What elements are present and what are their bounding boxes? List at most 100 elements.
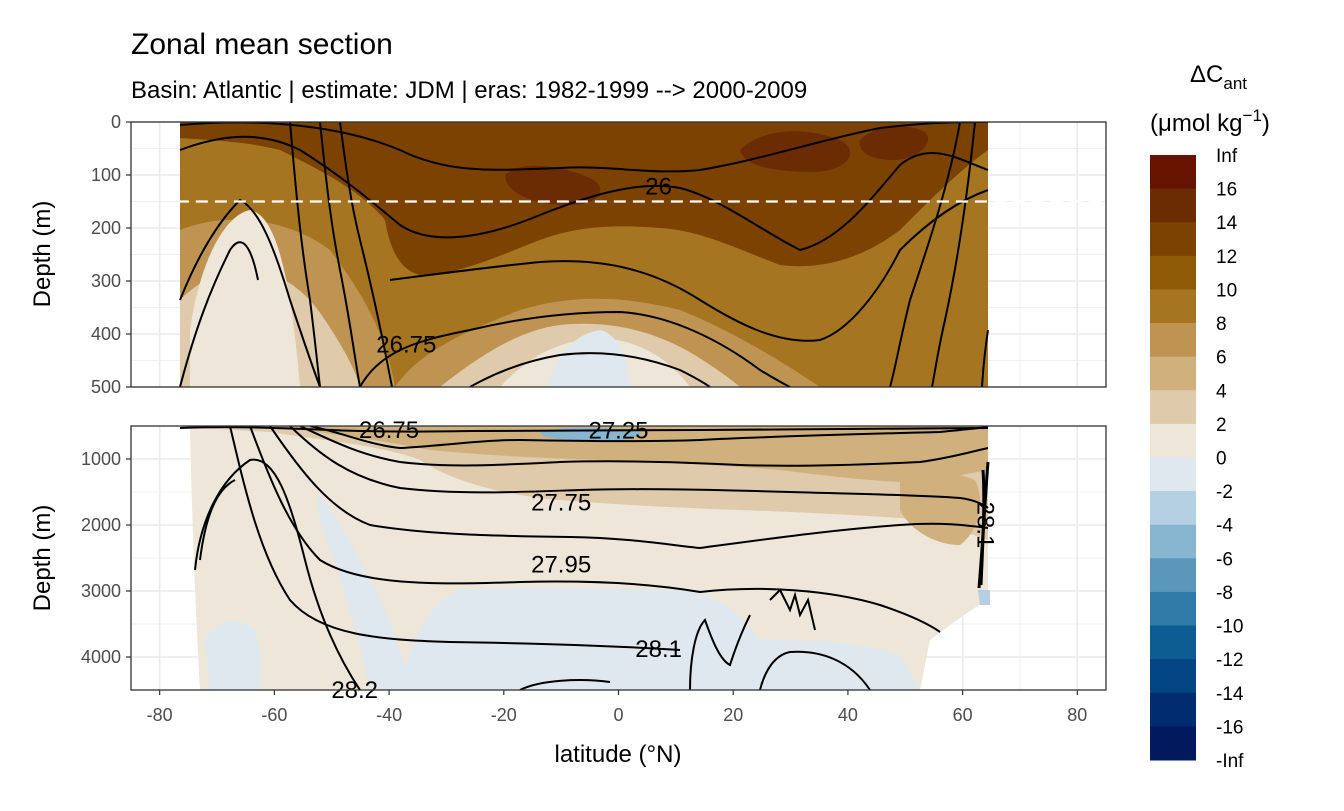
legend-label: -16 [1216,717,1243,738]
upper-panel-fill [180,122,988,387]
legend-label: -14 [1216,684,1244,705]
lower-panel-contours [179,426,990,690]
legend-label: -12 [1216,650,1243,671]
upper-contour-5 [389,189,989,342]
lower-contour-10 [769,588,816,631]
upper-contour-13 [981,329,989,387]
contour-label: 27.95 [531,552,591,579]
legend-swatch [1150,591,1196,627]
lower-fill-tan-right [900,472,980,545]
upper-contour-2 [179,135,989,252]
contour-label: 27.75 [531,490,591,517]
legend-swatch [1150,356,1196,391]
lower-fill-light-blue-3 [205,621,262,690]
contour-label: 28.1 [635,636,682,663]
legend-swatch [1150,423,1196,458]
x-tick-label: -40 [376,705,402,725]
upper-contour-10 [289,122,321,387]
x-tick-label: 40 [838,705,858,725]
lower-contour-2 [309,426,989,450]
lower-contour-8 [194,458,361,690]
legend-label: 14 [1216,213,1238,234]
legend-swatch [1150,524,1196,559]
legend-swatch [1150,491,1196,526]
legend-swatch [1150,390,1196,425]
upper-contour-11 [889,122,961,387]
upper-y-axis-title: Depth (m) [29,201,56,308]
upper-fill-dark-patch-3 [859,126,929,160]
upper-panel-contours [179,122,989,387]
x-axis: -80 -60 -40 -20 0 20 40 60 80 [147,690,1087,725]
legend-label: 10 [1216,280,1237,301]
legend-label: 4 [1216,381,1227,402]
legend-label: 8 [1216,314,1227,335]
upper-panel-frame [130,121,1107,388]
upper-contour-4 [179,241,259,387]
legend-swatch [1150,625,1196,660]
contour-label: 26 [645,174,672,201]
legend-swatch [1150,222,1196,257]
legend-label: -10 [1216,617,1243,638]
legend-swatch [1150,289,1196,324]
y-tick-label: 2000 [81,515,121,535]
x-tick-label: 80 [1067,705,1087,725]
x-tick-label: -60 [261,705,287,725]
upper-contour-6 [359,310,791,387]
lower-contour-5 [269,426,989,550]
lower-contour-6 [249,426,941,633]
contour-label: 26.75 [359,417,419,444]
legend-swatch [1150,457,1196,492]
legend-colorbar: Inf 16 14 12 10 8 6 4 2 0 -2 -4 -6 -8 -10 -12 -14 -16 -Inf [1150,146,1244,772]
x-tick-label: 20 [723,705,743,725]
x-axis-title: latitude (°N) [555,741,682,768]
contour-label: 27.25 [588,418,648,445]
upper-fill-offwhite [190,210,300,387]
upper-fill-light-blue [548,330,630,387]
x-tick-label: 0 [613,705,623,725]
upper-contour-1 [179,122,989,173]
legend: ΔCant (μmol kg−1) Inf 16 14 12 10 8 6 4 2 0 -2 -4 -6… [1150,61,1270,772]
contour-label: 28.1 [972,502,999,549]
legend-label: -Inf [1216,751,1244,772]
upper-contour-9 [319,122,361,387]
legend-swatch [1150,255,1196,290]
legend-swatch [1150,323,1196,358]
upper-contour-7 [469,352,711,387]
y-tick-label: 500 [91,377,121,397]
upper-contour-8 [339,122,393,387]
legend-label: 0 [1216,449,1227,470]
lower-contour-4 [289,426,989,509]
legend-swatch [1150,155,1196,190]
chart-title: Zonal mean section [131,28,393,61]
lower-contour-7 [229,426,681,651]
chart-subtitle: Basin: Atlantic | estimate: JDM | eras: … [131,77,807,104]
legend-label: 12 [1216,247,1237,268]
y-tick-label: 4000 [81,647,121,667]
lower-fill-light-blue-2 [318,495,410,690]
legend-label: -4 [1216,516,1233,537]
legend-swatch [1150,558,1196,593]
upper-contour-labels: 26 26.75 [376,174,672,359]
x-tick-label: 60 [953,705,973,725]
legend-swatch [1150,692,1196,727]
legend-label: -8 [1216,583,1233,604]
y-tick-label: 1000 [81,449,121,469]
legend-swatch [1150,726,1196,761]
lower-contour-1 [179,426,989,433]
lower-contour-15 [977,461,990,589]
lower-fill-blue-strip [978,590,990,605]
y-tick-label: 400 [91,324,121,344]
legend-units: (μmol kg−1) [1150,106,1270,137]
lower-contour-3 [299,426,989,467]
lower-fill-light-blue-1 [400,587,920,690]
lower-y-axis: 1000 2000 3000 4000 [81,449,131,667]
y-tick-label: 3000 [81,581,121,601]
lower-contour-9 [199,479,236,561]
upper-contour-12 [931,122,976,387]
y-tick-label: 200 [91,218,121,238]
lower-y-axis-title: Depth (m) [29,505,56,612]
x-tick-label: -20 [491,705,517,725]
x-tick-label: -80 [147,705,173,725]
lower-contour-11 [689,614,751,690]
